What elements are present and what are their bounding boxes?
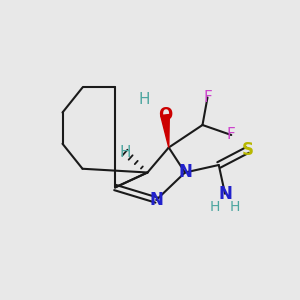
Text: N: N: [178, 164, 192, 181]
Text: H: H: [119, 145, 131, 160]
Text: N: N: [218, 185, 232, 203]
Text: H: H: [230, 200, 240, 214]
Text: H: H: [138, 92, 149, 107]
Polygon shape: [161, 115, 169, 148]
Text: N: N: [149, 191, 163, 209]
Text: F: F: [227, 128, 236, 142]
Text: O: O: [158, 106, 172, 124]
Text: S: S: [242, 141, 254, 159]
Text: F: F: [203, 90, 212, 105]
Text: H: H: [210, 200, 220, 214]
